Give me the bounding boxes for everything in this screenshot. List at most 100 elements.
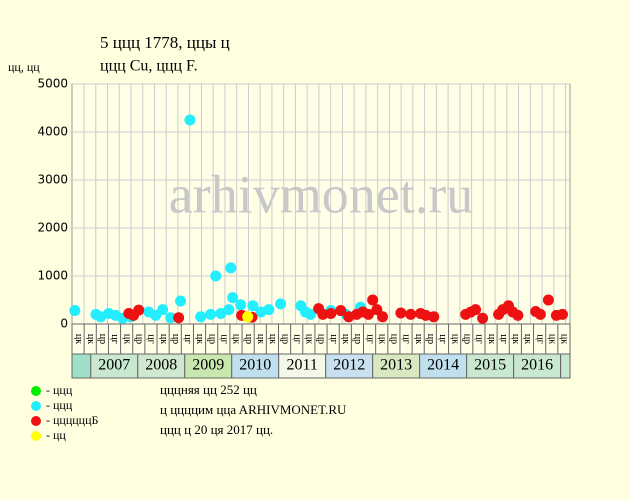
year-box-post: [560, 353, 571, 379]
period-label: цг: [219, 334, 230, 343]
period-label: цк: [486, 334, 497, 344]
data-point: [205, 308, 217, 320]
period-label: цг: [437, 334, 448, 343]
year-box: [278, 353, 327, 379]
legend-marker: [31, 416, 41, 426]
y-tick-label: 1000: [37, 269, 68, 283]
period-label: цг: [364, 334, 375, 343]
data-point: [247, 300, 259, 312]
period-label: цк: [158, 334, 169, 344]
period-label: цр: [170, 334, 181, 344]
note: цццняя цц 252 цц: [160, 382, 257, 397]
legend-marker: [31, 431, 41, 441]
year-box: [372, 353, 421, 379]
x-tick-label: 2013: [380, 357, 412, 374]
data-point: [556, 308, 568, 320]
data-point: [275, 298, 287, 310]
data-point: [133, 304, 145, 316]
period-label: цр: [352, 334, 363, 344]
x-tick-label: 2008: [145, 357, 177, 374]
y-tick-label: 0: [60, 317, 68, 331]
period-label: цр: [97, 334, 108, 344]
data-point: [317, 308, 329, 320]
data-point: [184, 114, 196, 126]
chart-title: 5 ццц 1778, ццы ц: [100, 33, 230, 52]
period-label: цр: [461, 334, 472, 344]
period-label: цг: [182, 334, 193, 343]
period-label: цг: [401, 334, 412, 343]
y-tick-label: 5000: [37, 77, 68, 91]
x-tick-label: 2012: [333, 357, 365, 374]
period-label: цк: [255, 334, 266, 344]
plot-area: [71, 83, 571, 325]
year-box: [184, 353, 233, 379]
legend-label: - ццццццБ: [46, 413, 99, 427]
year-box: [466, 353, 515, 379]
data-point: [377, 311, 389, 323]
period-label: цк: [546, 334, 557, 344]
y-tick-label: 2000: [37, 221, 68, 235]
period-label: цк: [522, 334, 533, 344]
data-point: [542, 294, 554, 306]
data-point: [175, 295, 187, 307]
period-label: цк: [413, 334, 424, 344]
data-point: [367, 294, 379, 306]
data-point: [470, 304, 482, 316]
period-label: цр: [134, 334, 145, 344]
x-tick-label: 2011: [287, 357, 318, 374]
period-label: цк: [121, 334, 132, 344]
period-label: цк: [194, 334, 205, 344]
period-label: цг: [109, 334, 120, 343]
period-label: цг: [534, 334, 545, 343]
period-label: цр: [279, 334, 290, 344]
data-point: [242, 311, 254, 323]
data-point: [362, 308, 374, 320]
x-tick-label: 2014: [427, 357, 459, 374]
note: ццц ц 20 ця 2017 цц.: [160, 422, 273, 437]
period-label: цк: [376, 334, 387, 344]
period-label: цр: [206, 334, 217, 344]
data-point: [227, 292, 239, 304]
data-point: [395, 307, 407, 319]
legend-label: - ццц: [46, 383, 73, 397]
period-label: цг: [498, 334, 509, 343]
x-tick-label: 2010: [239, 357, 271, 374]
period-label: цк: [449, 334, 460, 344]
legend-label: - цц: [46, 428, 66, 442]
data-point: [477, 312, 489, 324]
year-box: [325, 353, 374, 379]
data-point: [325, 307, 337, 319]
period-label: цр: [389, 334, 400, 344]
data-point: [235, 299, 247, 311]
data-point: [223, 304, 235, 316]
x-tick-label: 2007: [98, 357, 130, 374]
period-label: цк: [304, 334, 315, 344]
watermark: arhivmonet.ru: [169, 164, 473, 224]
legend-marker: [31, 386, 41, 396]
x-tick-label: 2015: [474, 357, 506, 374]
period-label: цг: [328, 334, 339, 343]
data-point: [512, 309, 524, 321]
period-label: цг: [291, 334, 302, 343]
data-point: [305, 308, 317, 320]
data-point: [263, 304, 275, 316]
data-point: [157, 304, 169, 316]
y-tick-label: 3000: [37, 173, 68, 187]
x-tick-label: 2016: [521, 357, 553, 374]
period-label: цр: [425, 334, 436, 344]
year-box: [231, 353, 280, 379]
x-tick-label: 2009: [192, 357, 224, 374]
period-label: цк: [85, 334, 96, 344]
legend-label: - ццц: [46, 398, 73, 412]
year-box-pre: [71, 353, 92, 379]
chart-subtitle: ццц Cu, ццц F.: [100, 58, 198, 75]
period-label: цк: [340, 334, 351, 344]
data-point: [69, 305, 81, 317]
data-point: [405, 308, 417, 320]
data-point: [534, 308, 546, 320]
legend-marker: [31, 401, 41, 411]
note: ц ццццим ццa ARHIVMONET.RU: [160, 402, 347, 417]
period-label: цк: [267, 334, 278, 344]
year-box: [90, 353, 139, 379]
